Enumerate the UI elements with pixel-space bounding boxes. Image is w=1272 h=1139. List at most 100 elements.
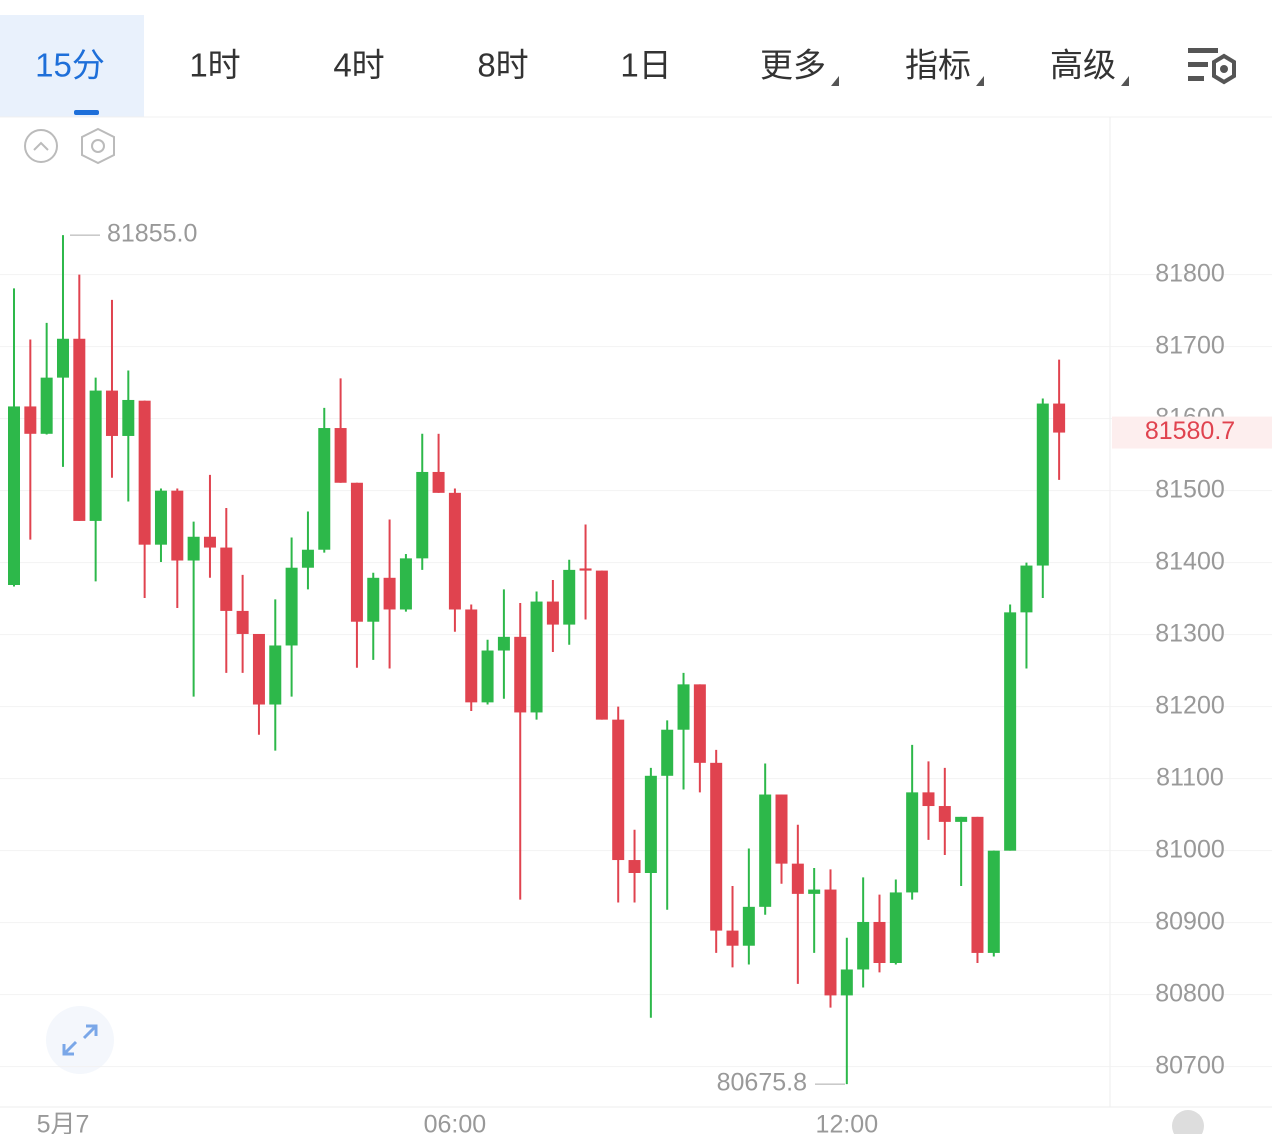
candle-body — [938, 806, 951, 822]
candle-body — [73, 338, 86, 521]
dropdown-arrow — [831, 76, 839, 86]
x-tick-label: 12:00 — [816, 1111, 879, 1134]
low-label: 80675.8 — [717, 1069, 807, 1097]
candle-body — [285, 567, 298, 646]
y-tick-label: 81000 — [1155, 835, 1225, 863]
candle-body — [448, 492, 461, 610]
high-label: 81855.0 — [107, 220, 197, 248]
candle-body — [955, 816, 968, 822]
y-tick-label: 80700 — [1155, 1051, 1225, 1079]
candle-body — [122, 399, 135, 436]
dropdown-arrow — [976, 76, 984, 86]
toolbar-tab[interactable]: 4时 — [333, 47, 384, 84]
candle-body — [350, 482, 363, 622]
candle-body — [138, 400, 151, 545]
candle-body — [1020, 565, 1033, 613]
active-tab-bg — [0, 15, 144, 117]
candle-body — [1036, 403, 1049, 566]
candle-body — [791, 863, 804, 894]
candle-body — [808, 889, 821, 894]
candle-body — [89, 390, 102, 521]
last-price-box — [1112, 416, 1272, 449]
logo-badge — [1172, 1110, 1204, 1139]
candle-body — [726, 930, 739, 946]
toolbar-tab[interactable]: 高级 — [1050, 47, 1116, 84]
candle-body — [595, 570, 608, 720]
y-tick-label: 81800 — [1155, 259, 1225, 287]
candle-body — [775, 794, 788, 864]
candle-body — [579, 568, 592, 571]
toolbar-tab[interactable]: 1时 — [189, 47, 240, 84]
candle-body — [105, 390, 118, 436]
collapse-icon[interactable] — [24, 129, 58, 163]
candle-body — [334, 428, 347, 483]
candle-body — [742, 906, 755, 946]
candle-body — [154, 490, 167, 545]
candle-body — [514, 636, 527, 713]
settings-icon[interactable] — [1188, 48, 1236, 85]
y-tick-label: 80800 — [1155, 979, 1225, 1007]
candle-body — [301, 549, 314, 568]
candle-body — [367, 577, 380, 622]
y-tick-label: 80900 — [1155, 907, 1225, 935]
candle-body — [171, 490, 184, 561]
x-tick-label: 06:00 — [424, 1111, 487, 1134]
candle-body — [906, 792, 919, 893]
candle-body — [873, 921, 886, 963]
active-tab-underline — [74, 110, 99, 115]
last-price-label: 81580.7 — [1145, 417, 1235, 445]
y-tick-label: 81300 — [1155, 619, 1225, 647]
candle-body — [497, 636, 510, 651]
expand-button[interactable] — [46, 1006, 114, 1074]
candle-body — [661, 729, 674, 776]
dropdown-arrow — [1121, 76, 1129, 86]
candle-body — [677, 684, 690, 730]
chart-settings-icon[interactable] — [81, 127, 115, 165]
toolbar-tab[interactable]: 1日 — [620, 47, 671, 84]
y-tick-label: 81200 — [1155, 691, 1225, 719]
candle-body — [857, 921, 870, 970]
candle-body — [383, 577, 396, 610]
candle-body — [693, 684, 706, 763]
toolbar-tab[interactable]: 8时 — [477, 47, 528, 84]
candle-body — [612, 719, 625, 861]
candle-body — [840, 969, 853, 996]
candle-body — [187, 536, 200, 561]
candle-body — [399, 558, 412, 610]
candle-body — [644, 775, 657, 873]
candle-body — [203, 536, 216, 548]
toolbar-tab[interactable]: 更多 — [760, 47, 826, 84]
candle-body — [824, 889, 837, 996]
candle-body — [1004, 612, 1017, 851]
candle-body — [971, 816, 984, 953]
candle-body — [987, 850, 1000, 953]
candle-body — [8, 406, 20, 585]
toolbar-tab[interactable]: 15分 — [35, 47, 105, 84]
candle-body — [416, 471, 429, 559]
candle-body — [481, 650, 494, 703]
toolbar-tab[interactable]: 指标 — [905, 47, 971, 84]
candle-body — [269, 645, 282, 705]
candle-body — [1053, 403, 1066, 433]
y-tick-label: 81400 — [1155, 547, 1225, 575]
candle-body — [318, 428, 331, 550]
candle-body — [56, 338, 69, 378]
y-tick-label: 81700 — [1155, 331, 1225, 359]
candle-body — [432, 471, 445, 493]
candle-body — [252, 633, 265, 705]
candle-body — [710, 762, 723, 931]
candle-body — [530, 601, 543, 713]
y-tick-label: 81500 — [1155, 475, 1225, 503]
candle-body — [40, 377, 53, 434]
candle-body — [563, 569, 576, 625]
candle-body — [889, 892, 902, 963]
candle-body — [922, 792, 935, 807]
candle-body — [220, 547, 233, 611]
candle-body — [628, 860, 641, 873]
candle-body — [236, 610, 249, 634]
candle-body — [759, 794, 772, 907]
x-tick-label: 5月7 — [37, 1111, 90, 1134]
candle-body — [24, 406, 37, 434]
